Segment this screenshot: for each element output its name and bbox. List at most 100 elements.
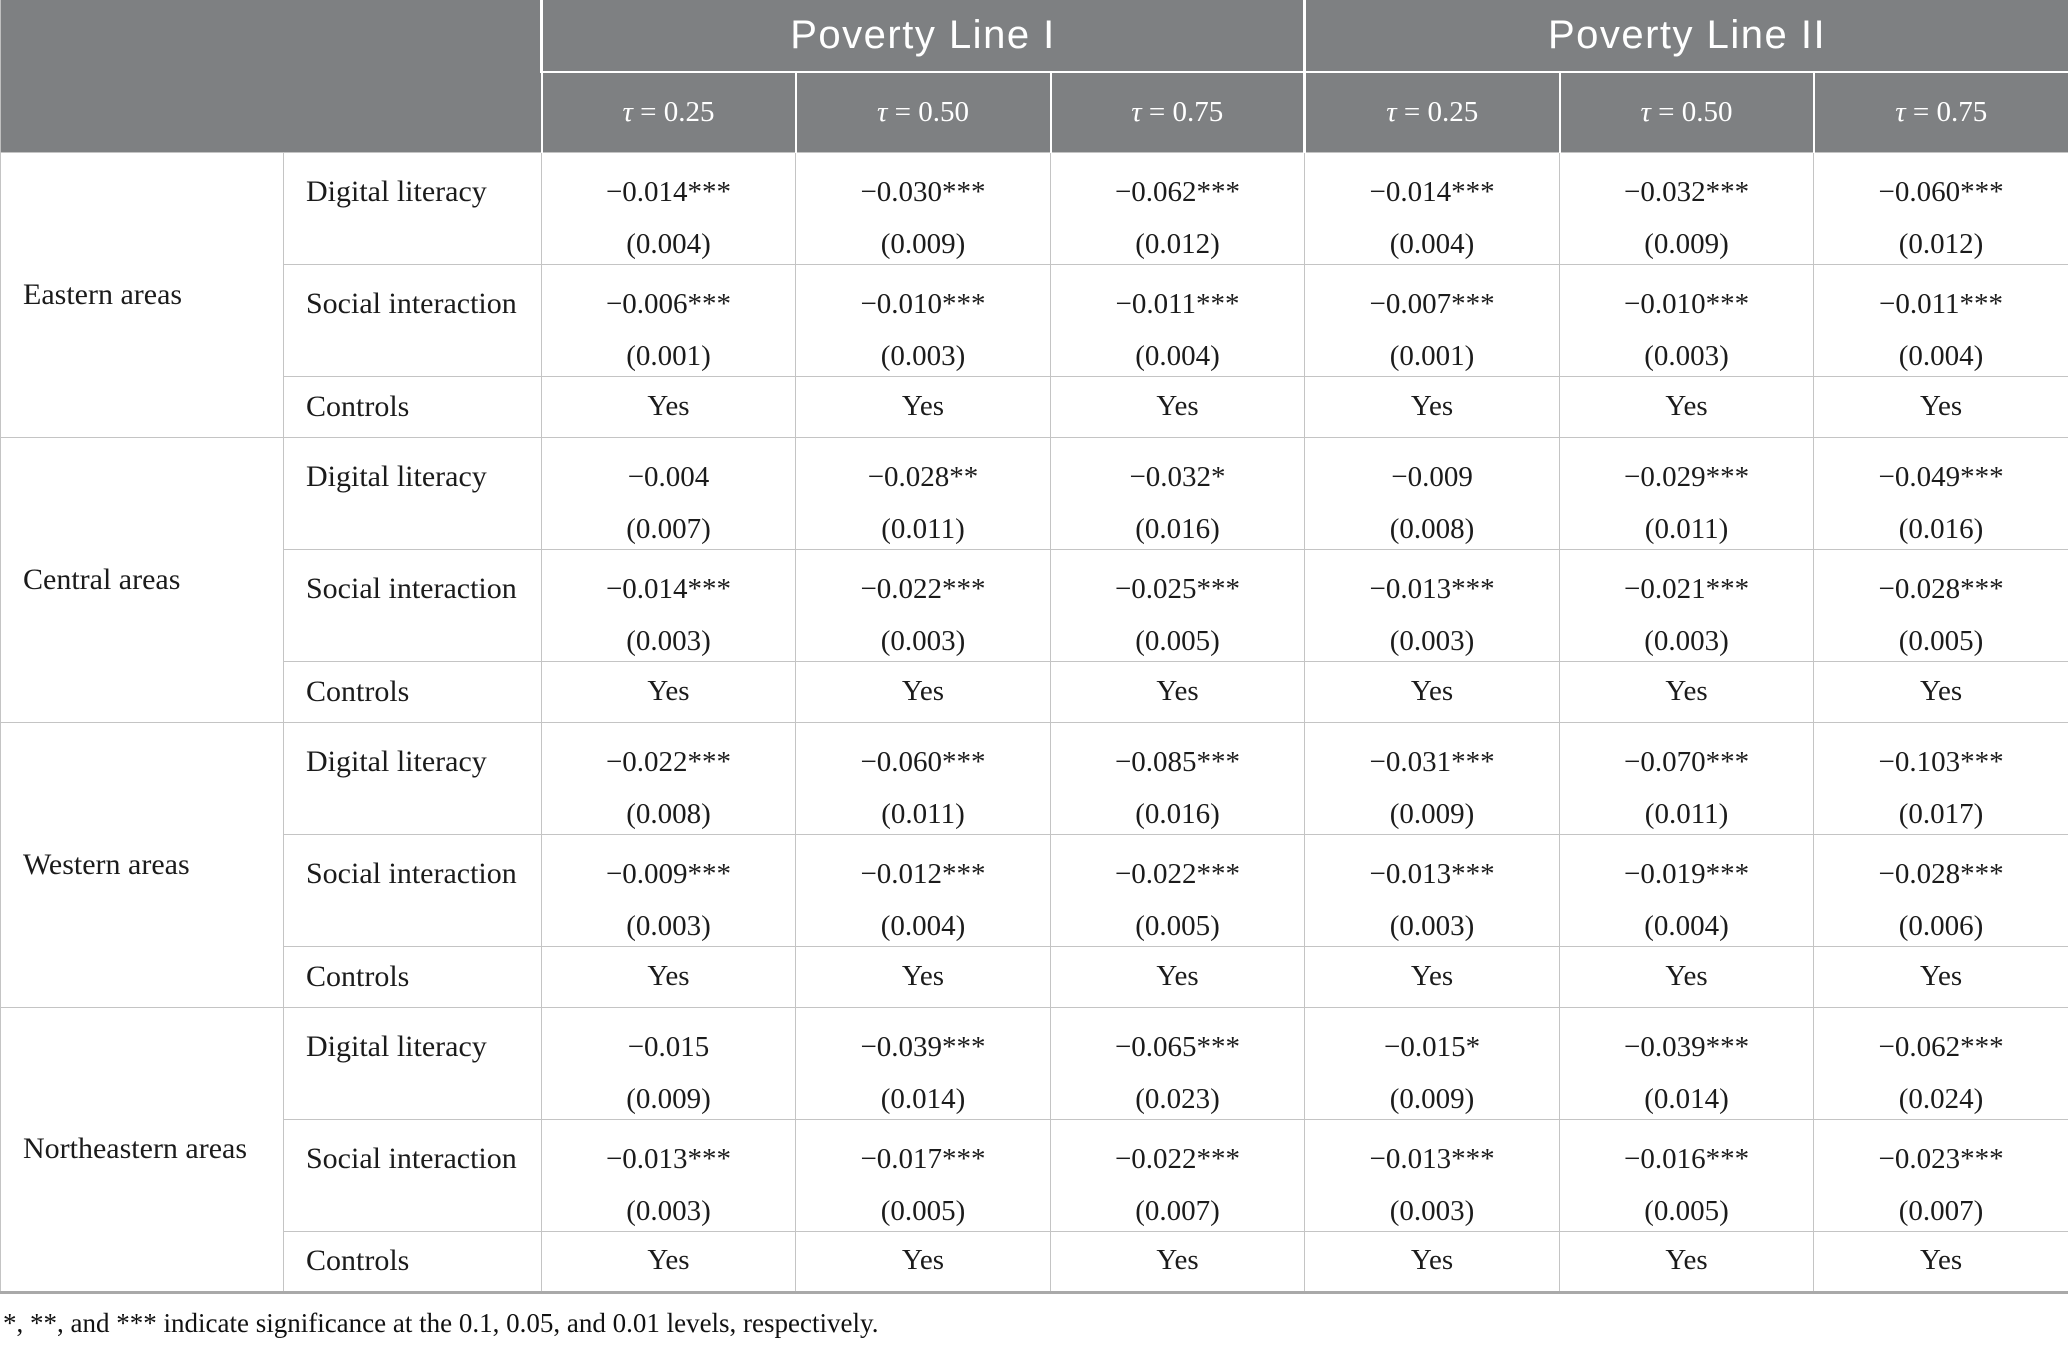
- standard-error: (0.005): [1644, 1194, 1729, 1227]
- coef-cell: −0.014*** (0.003): [541, 548, 796, 662]
- coefficient-value: −0.103***: [1878, 745, 2004, 778]
- tau-symbol: τ: [877, 95, 888, 128]
- standard-error: (0.004): [880, 909, 966, 942]
- coef-cell: −0.022*** (0.008): [541, 721, 796, 835]
- region-label-central: Central areas: [0, 436, 284, 723]
- coefficient-value: −0.019***: [1623, 857, 1750, 890]
- table-header: Poverty Line I Poverty Line II τ = 0.25 …: [0, 0, 2068, 152]
- standard-error: (0.003): [1644, 339, 1729, 372]
- coef-cell: −0.004 (0.007): [541, 436, 796, 550]
- header-tau-pl1-075: τ = 0.75: [1049, 72, 1305, 152]
- coef-cell: −0.103*** (0.017): [1813, 721, 2068, 835]
- coefficient-value: −0.012***: [860, 857, 986, 890]
- controls-cell: Yes: [541, 945, 796, 1008]
- table-body: Eastern areas Digital literacy −0.014***…: [0, 151, 2068, 1293]
- controls-cell: Yes: [1559, 375, 1815, 438]
- coefficient-value: −0.011***: [1115, 287, 1240, 320]
- header-corner-cell: [0, 0, 542, 152]
- region-label-western: Western areas: [0, 721, 284, 1008]
- standard-error: (0.008): [626, 797, 711, 830]
- coefficient-value: −0.060***: [860, 745, 986, 778]
- standard-error: (0.005): [880, 1194, 966, 1227]
- controls-cell: Yes: [1559, 945, 1815, 1008]
- standard-error: (0.003): [1389, 909, 1475, 942]
- table-row: Social interaction −0.013*** (0.003) −0.0…: [1, 1118, 2068, 1232]
- coefficient-value: −0.031***: [1369, 745, 1495, 778]
- variable-label-digital-literacy: Digital literacy: [283, 151, 542, 265]
- coefficient-value: −0.011***: [1879, 287, 2004, 320]
- standard-error: (0.011): [881, 512, 965, 545]
- header-tau-pl1-050: τ = 0.50: [794, 72, 1051, 152]
- coef-cell: −0.012*** (0.004): [795, 833, 1051, 947]
- standard-error: (0.005): [1898, 624, 1984, 657]
- coef-cell: −0.062*** (0.012): [1049, 151, 1306, 265]
- coefficient-value: −0.022***: [860, 572, 986, 605]
- coefficient-value: −0.014***: [605, 572, 732, 605]
- table-row: Social interaction −0.009*** (0.003) −0.0…: [1, 833, 2068, 947]
- controls-cell: Yes: [1813, 1230, 2068, 1293]
- coefficient-value: −0.006***: [605, 287, 732, 320]
- coef-cell: −0.022*** (0.005): [1049, 833, 1306, 947]
- coef-cell: −0.025*** (0.005): [1049, 548, 1306, 662]
- controls-cell: Yes: [1049, 375, 1306, 438]
- tau-symbol: τ: [1131, 95, 1142, 128]
- coef-cell: −0.013*** (0.003): [1304, 548, 1561, 662]
- variable-label-social-interaction: Social interaction: [283, 263, 542, 377]
- coefficient-value: −0.070***: [1623, 745, 1750, 778]
- standard-error: (0.016): [1135, 512, 1220, 545]
- coefficient-value: −0.025***: [1114, 572, 1241, 605]
- coefficient-value: −0.022***: [1114, 1142, 1241, 1175]
- controls-cell: Yes: [1049, 1230, 1306, 1293]
- standard-error: (0.003): [1389, 1194, 1475, 1227]
- tau-value: = 0.25: [640, 95, 715, 128]
- standard-error: (0.016): [1898, 512, 1984, 545]
- header-group-row: Poverty Line I Poverty Line II: [0, 0, 2068, 152]
- tau-symbol: τ: [1386, 95, 1397, 128]
- coef-cell: −0.039*** (0.014): [795, 1006, 1051, 1120]
- coef-cell: −0.013*** (0.003): [1304, 1118, 1561, 1232]
- variable-label-controls: Controls: [283, 375, 542, 438]
- standard-error: (0.004): [1898, 339, 1984, 372]
- variable-label-digital-literacy: Digital literacy: [283, 721, 542, 835]
- coefficient-value: −0.007***: [1369, 287, 1495, 320]
- standard-error: (0.007): [626, 512, 711, 545]
- coefficient-value: −0.065***: [1114, 1030, 1241, 1063]
- coefficient-value: −0.009: [1391, 460, 1473, 493]
- table-row: Central areas Digital literacy −0.004 (0.…: [0, 436, 2068, 723]
- tau-symbol: τ: [622, 95, 633, 128]
- coef-cell: −0.015 (0.009): [541, 1006, 796, 1120]
- coef-cell: −0.028** (0.011): [795, 436, 1051, 550]
- coef-cell: −0.032*** (0.009): [1559, 151, 1815, 265]
- coef-cell: −0.032* (0.016): [1049, 436, 1306, 550]
- coef-cell: −0.022*** (0.007): [1049, 1118, 1306, 1232]
- coefficient-value: −0.032*: [1129, 460, 1226, 493]
- standard-error: (0.004): [1135, 339, 1220, 372]
- coefficient-value: −0.010***: [1623, 287, 1750, 320]
- coef-cell: −0.014*** (0.004): [1304, 151, 1561, 265]
- coef-cell: −0.060*** (0.011): [795, 721, 1051, 835]
- coef-cell: −0.014*** (0.004): [541, 151, 796, 265]
- coef-cell: −0.016*** (0.005): [1559, 1118, 1815, 1232]
- controls-cell: Yes: [1304, 375, 1561, 438]
- variable-label-controls: Controls: [283, 1230, 542, 1293]
- coefficient-value: −0.085***: [1114, 745, 1241, 778]
- header-tau-pl2-050: τ = 0.50: [1558, 72, 1814, 152]
- standard-error: (0.005): [1135, 909, 1220, 942]
- table-row: Western areas Digital literacy −0.022***…: [0, 721, 2068, 1008]
- standard-error: (0.011): [1644, 512, 1729, 545]
- coefficient-value: −0.013***: [605, 1142, 732, 1175]
- controls-cell: Yes: [1813, 945, 2068, 1008]
- coefficient-value: −0.021***: [1623, 572, 1750, 605]
- standard-error: (0.009): [1389, 1082, 1475, 1115]
- standard-error: (0.003): [880, 624, 966, 657]
- coefficient-value: −0.032***: [1623, 175, 1750, 208]
- controls-cell: Yes: [1304, 945, 1561, 1008]
- coef-cell: −0.022*** (0.003): [795, 548, 1051, 662]
- coefficient-value: −0.029***: [1623, 460, 1750, 493]
- header-poverty-line-2: Poverty Line II: [1303, 0, 2068, 73]
- coefficient-value: −0.013***: [1369, 857, 1495, 890]
- standard-error: (0.003): [626, 909, 711, 942]
- table-row: Social interaction −0.006*** (0.001) −0.0…: [1, 263, 2068, 377]
- coefficient-value: −0.010***: [860, 287, 986, 320]
- header-tau-pl1-025: τ = 0.25: [540, 72, 796, 152]
